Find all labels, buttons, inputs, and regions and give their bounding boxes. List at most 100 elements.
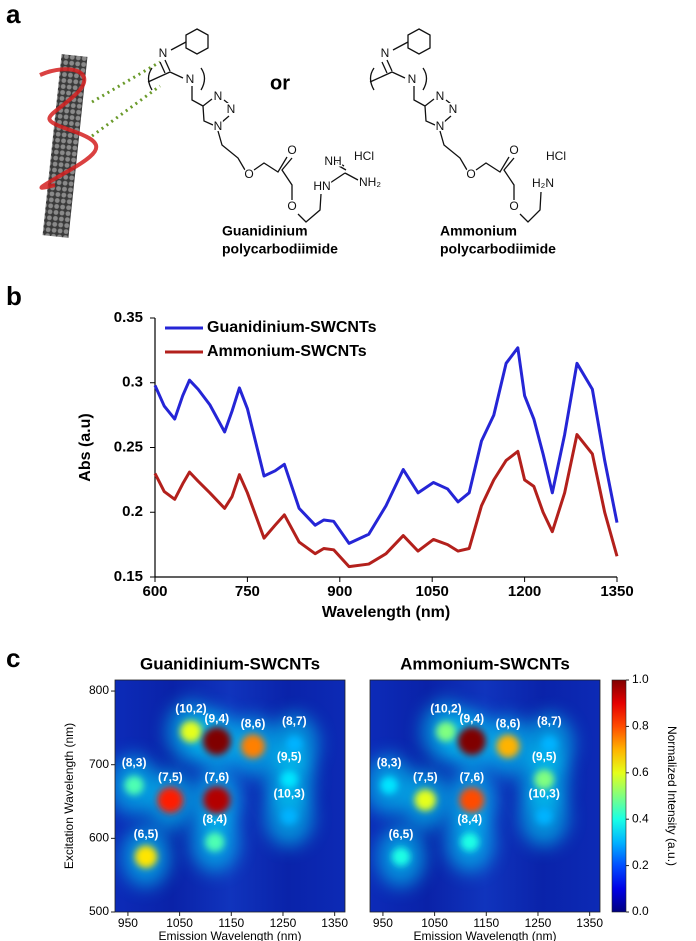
- bond: [407, 28, 431, 55]
- x-axis-label: Emission Wavelength (nm): [414, 929, 557, 941]
- spot: [203, 786, 231, 814]
- spot: [391, 847, 411, 866]
- atom-label: H₂N: [532, 176, 554, 190]
- data-line: [153, 433, 619, 569]
- spot-label: (9,5): [532, 750, 557, 764]
- x-tick-label: 1050: [166, 916, 193, 930]
- legend-label: Guanidinium-SWCNTs: [207, 319, 377, 336]
- structure-name: polycarbodiimide: [222, 241, 338, 257]
- y-tick-label: 0.3: [122, 374, 143, 391]
- atom-label: O: [509, 143, 518, 157]
- spot: [414, 789, 437, 811]
- bond: [185, 28, 209, 55]
- structure-name: Ammonium: [440, 223, 517, 239]
- x-tick-label: 950: [373, 916, 393, 930]
- atom-label: N: [449, 102, 458, 116]
- bond: [519, 191, 542, 223]
- colorbar-tick-label: 0.4: [632, 811, 649, 825]
- polymer-helix: [39, 67, 99, 190]
- x-axis-label: Wavelength (nm): [322, 604, 450, 621]
- atom-label: O: [244, 167, 253, 181]
- panel-label: c: [6, 643, 20, 673]
- spot: [457, 727, 486, 756]
- spot-label: (6,5): [134, 827, 159, 841]
- bond: [147, 41, 293, 200]
- x-tick-label: 1350: [576, 916, 603, 930]
- heatmap-area: [370, 680, 600, 912]
- atom-label: HCl: [354, 149, 374, 163]
- spot: [205, 832, 225, 852]
- spot: [460, 832, 479, 852]
- bond: [297, 161, 359, 223]
- x-tick-label: 1350: [600, 583, 633, 600]
- spot: [180, 720, 202, 743]
- colorbar-tick-label: 0.0: [632, 904, 649, 918]
- colorbar-tick-label: 1.0: [632, 672, 649, 686]
- panel-a-drawing: [39, 28, 542, 238]
- spot-label: (10,3): [529, 786, 560, 800]
- chart-title: Ammonium-SWCNTs: [400, 654, 570, 673]
- colorbar-tick-label: 0.6: [632, 765, 649, 779]
- atom-label: HCl: [546, 149, 566, 163]
- x-tick-label: 1250: [270, 916, 297, 930]
- connector-text: or: [270, 72, 290, 94]
- atom-label: O: [287, 143, 296, 157]
- y-tick-label: 0.15: [114, 568, 143, 585]
- spot-label: (7,5): [158, 770, 183, 784]
- spot-label: (7,6): [204, 770, 229, 784]
- atom-label: N: [214, 119, 223, 133]
- atom-label: NH₂: [359, 175, 381, 189]
- atom-label: HN: [313, 179, 330, 193]
- spot-label: (10,2): [430, 702, 461, 716]
- x-tick-label: 600: [142, 583, 167, 600]
- bracket: [369, 67, 428, 91]
- spot: [241, 734, 265, 759]
- atom-label: N: [408, 72, 417, 86]
- legend-label: Ammonium-SWCNTs: [207, 343, 367, 360]
- connector: [91, 60, 161, 104]
- panel-label: b: [6, 281, 22, 311]
- bond: [369, 41, 515, 200]
- atom-label: O: [287, 199, 296, 213]
- spot: [134, 845, 158, 868]
- spot-label: (8,6): [241, 716, 266, 730]
- spot: [202, 727, 231, 756]
- spot: [496, 734, 520, 758]
- structure-common: [147, 28, 293, 200]
- spot: [540, 735, 558, 753]
- structure-name: polycarbodiimide: [440, 241, 556, 257]
- spot: [285, 735, 303, 753]
- x-axis-label: Emission Wavelength (nm): [159, 929, 302, 941]
- y-axis-label: Abs (a.u): [77, 413, 94, 481]
- spot-label: (8,4): [202, 812, 227, 826]
- spot-label: (9,4): [459, 711, 484, 725]
- bracket: [147, 67, 206, 91]
- spot-label: (9,5): [277, 750, 302, 764]
- nanotube: [42, 54, 88, 238]
- structure-common-copy: [369, 28, 515, 200]
- spot-label: (8,3): [377, 755, 402, 769]
- spot-label: (7,5): [413, 770, 438, 784]
- colorbar-tick-label: 0.2: [632, 858, 649, 872]
- plot-frame: [114, 679, 346, 913]
- atom-label: O: [466, 167, 475, 181]
- y-tick-label: 0.2: [122, 503, 143, 520]
- spot-label: (8,4): [457, 812, 482, 826]
- heatmap-area: [115, 680, 345, 912]
- spot-label: (10,2): [175, 702, 206, 716]
- spot-label: (8,7): [537, 714, 562, 728]
- spot: [435, 721, 456, 742]
- spot-label: (8,6): [496, 716, 521, 730]
- x-tick-label: 1150: [218, 916, 244, 930]
- panel-label: a: [6, 0, 21, 29]
- spot: [157, 787, 184, 813]
- y-tick-label: 700: [89, 757, 109, 771]
- spot: [534, 769, 555, 790]
- spot: [380, 776, 398, 795]
- x-tick-label: 1350: [321, 916, 348, 930]
- colorbar-label: Normalized Intensity (a.u.): [665, 726, 679, 866]
- atom-label: N: [186, 72, 195, 86]
- atom-label: N: [436, 89, 445, 103]
- spot: [459, 787, 485, 813]
